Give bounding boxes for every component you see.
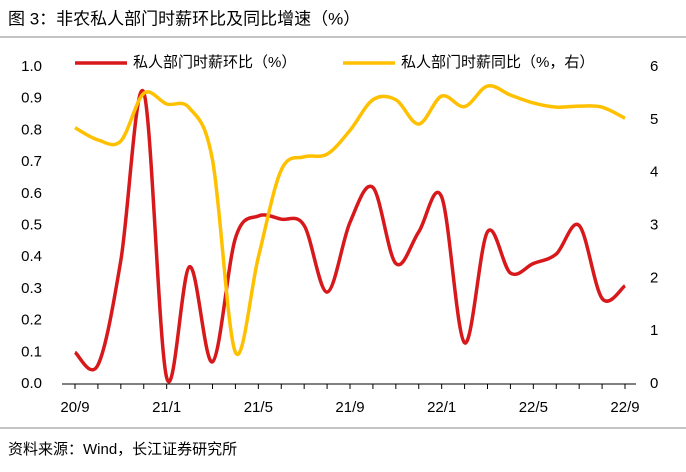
y2-tick-label: 1: [650, 322, 658, 339]
x-tick-label: 21/5: [244, 399, 273, 416]
y-tick-label: 0.7: [21, 153, 42, 170]
x-tick-label: 22/5: [519, 399, 548, 416]
y2-tick-label: 5: [650, 111, 658, 128]
source: 资料来源：Wind，长江证券研究所: [8, 441, 237, 458]
x-tick-label: 21/9: [335, 399, 364, 416]
line-series: [74, 83, 626, 357]
line-series: [73, 88, 627, 384]
x-tick-label: 22/9: [610, 399, 639, 416]
y-tick-label: 0.3: [21, 280, 42, 297]
y2-tick-label: 0: [650, 375, 658, 392]
x-tick-label: 21/1: [152, 399, 181, 416]
legend-label: 私人部门时薪环比（%）: [133, 54, 296, 71]
x-tick-label: 22/1: [427, 399, 456, 416]
y-tick-label: 0.9: [21, 90, 42, 107]
y-tick-label: 0.8: [21, 121, 42, 138]
y2-tick-label: 3: [650, 216, 658, 233]
y2-tick-label: 4: [650, 164, 658, 181]
y2-tick-label: 2: [650, 269, 658, 286]
y-tick-label: 0.2: [21, 312, 42, 329]
y-tick-label: 1.0: [21, 58, 42, 75]
y-tick-label: 0.0: [21, 375, 42, 392]
y-tick-label: 0.5: [21, 216, 42, 233]
y2-tick-label: 6: [650, 58, 658, 75]
x-tick-label: 20/9: [60, 399, 89, 416]
legend-label: 私人部门时薪同比（%，右）: [401, 54, 594, 71]
y-tick-label: 0.1: [21, 343, 42, 360]
y-tick-label: 0.4: [21, 248, 42, 265]
y-tick-label: 0.6: [21, 185, 42, 202]
chart-title: 图 3：非农私人部门时薪环比及同比增速（%）: [8, 9, 360, 28]
